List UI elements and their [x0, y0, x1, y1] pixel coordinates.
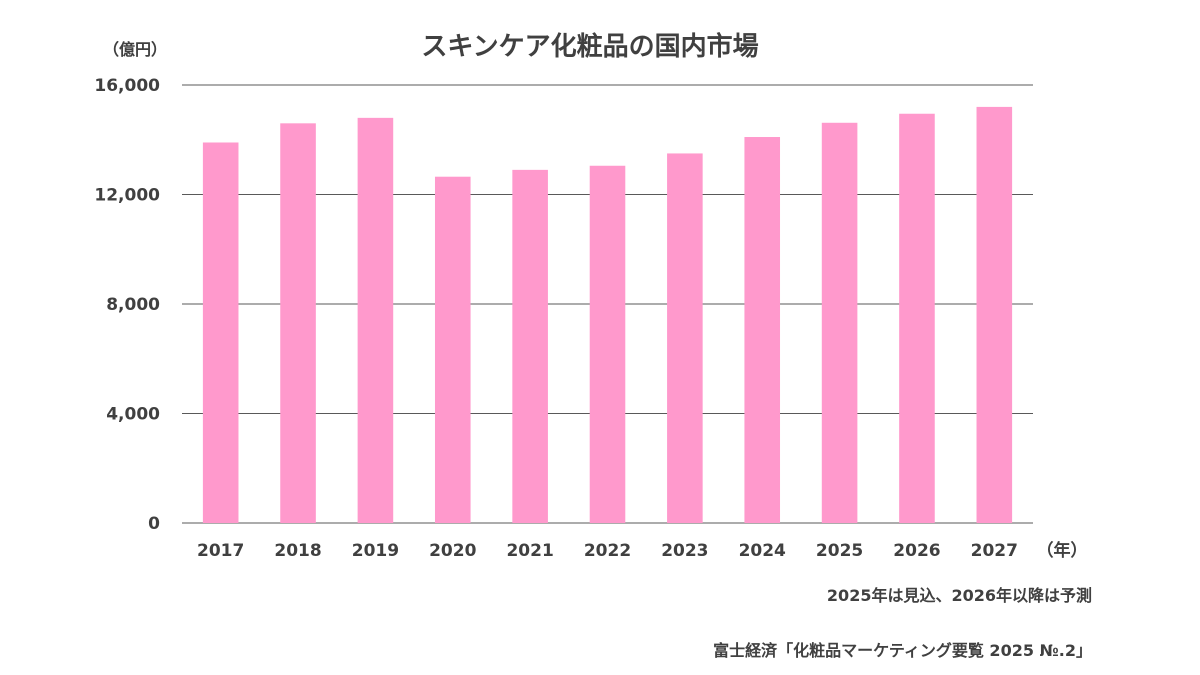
forecast-note: 2025年は見込、2026年以降は予測 [826, 586, 1092, 605]
y-tick-label: 16,000 [94, 76, 160, 96]
x-tick-label: 2018 [274, 541, 321, 561]
bar-2025 [821, 122, 858, 523]
y-tick-label: 12,000 [94, 186, 160, 206]
bar-2026 [899, 113, 935, 524]
x-tick-label: 2026 [893, 541, 940, 561]
y-tick-label: 4,000 [106, 405, 160, 425]
y-tick-labels: 0 4,000 8,000 12,000 16,000 [94, 76, 160, 534]
bar-2027 [976, 106, 1013, 524]
bar-2022 [589, 165, 626, 523]
x-tick-label: 2023 [661, 541, 708, 561]
bar-2017 [202, 142, 239, 524]
bar-2024 [744, 137, 781, 523]
chart-title: スキンケア化粧品の国内市場 [421, 31, 758, 62]
y-axis-label: （億円） [103, 40, 167, 59]
source-note: 富士経済「化粧品マーケティング要覧 2025 №.2」 [713, 641, 1092, 660]
x-tick-label: 2025 [816, 541, 863, 561]
bar-2018 [280, 123, 316, 523]
x-tick-label: 2020 [429, 541, 476, 561]
y-tick-label: 8,000 [106, 295, 160, 315]
x-axis-label: （年） [1037, 540, 1088, 561]
x-tick-label: 2022 [584, 541, 631, 561]
x-tick-label: 2019 [352, 541, 399, 561]
y-tick-label: 0 [148, 514, 160, 534]
bar-2023 [667, 153, 703, 523]
x-tick-labels: 2017 2018 2019 2020 2021 2022 2023 2024 2025 2026… [197, 541, 1018, 561]
bar-2020 [434, 176, 471, 524]
bars [202, 106, 1013, 524]
x-tick-label: 2021 [506, 541, 553, 561]
x-tick-label: 2024 [739, 541, 786, 561]
x-tick-label: 2017 [197, 541, 244, 561]
bar-2021 [512, 169, 548, 524]
bar-2019 [357, 117, 394, 523]
x-tick-label: 2027 [971, 541, 1018, 561]
